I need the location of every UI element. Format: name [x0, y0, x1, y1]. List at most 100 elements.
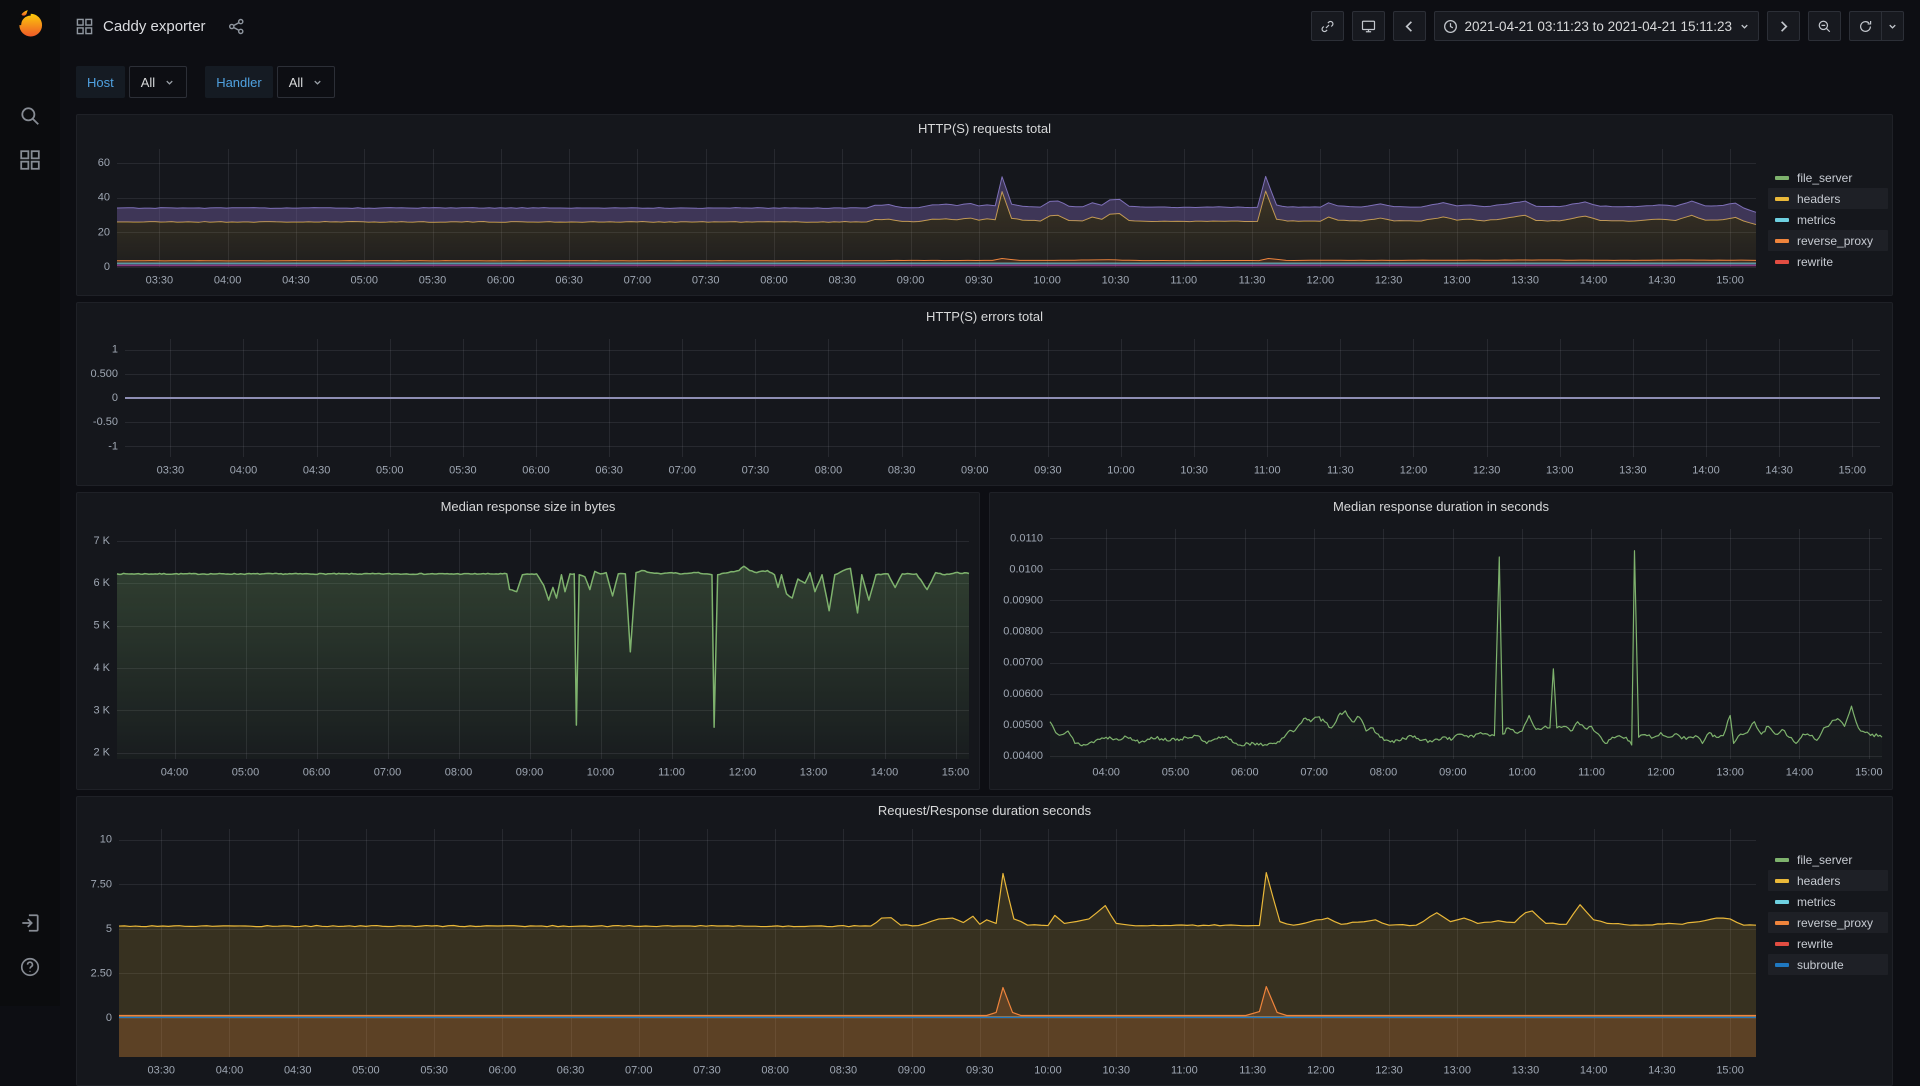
- chevron-down-icon: [312, 77, 323, 88]
- legend-item-subroute[interactable]: subroute: [1768, 954, 1888, 975]
- refresh-button[interactable]: [1849, 11, 1881, 41]
- legend-label: subroute: [1797, 958, 1844, 972]
- legend-swatch: [1775, 197, 1789, 201]
- legend-label: metrics: [1797, 895, 1836, 909]
- legend-item-metrics[interactable]: metrics: [1768, 209, 1888, 230]
- sign-in-button[interactable]: [19, 912, 41, 934]
- legend-label: reverse_proxy: [1797, 234, 1873, 248]
- chevron-left-icon: [1402, 19, 1417, 34]
- refresh-button-group: [1849, 11, 1904, 41]
- page-title: Caddy exporter: [103, 18, 206, 35]
- refresh-interval-dropdown[interactable]: [1881, 11, 1904, 41]
- sidebar: [0, 0, 60, 1006]
- share-dashboard-button[interactable]: [228, 18, 245, 35]
- chart-http-errors-total[interactable]: [77, 329, 1892, 485]
- panel-title[interactable]: Median response duration in seconds: [990, 493, 1892, 519]
- zoom-out-icon: [1817, 19, 1832, 34]
- panel-median-response-size: Median response size in bytes: [76, 492, 980, 790]
- help-button[interactable]: [19, 956, 41, 978]
- variable-host-value: All: [141, 75, 155, 90]
- grid-icon: [19, 149, 41, 171]
- sign-in-icon: [19, 912, 41, 934]
- grafana-logo[interactable]: [13, 6, 47, 40]
- search-button[interactable]: [19, 105, 41, 127]
- legend-item-headers[interactable]: headers: [1768, 188, 1888, 209]
- panel-body: [77, 329, 1892, 485]
- chart-median-response-duration[interactable]: [990, 519, 1892, 789]
- chevron-down-icon: [1887, 21, 1898, 32]
- legend-label: rewrite: [1797, 937, 1833, 951]
- search-icon: [19, 105, 41, 127]
- panel-median-response-duration: Median response duration in seconds: [989, 492, 1893, 790]
- legend-label: rewrite: [1797, 255, 1833, 269]
- legend-item-file_server[interactable]: file_server: [1768, 849, 1888, 870]
- chevron-down-icon: [1739, 21, 1750, 32]
- chart-median-response-size[interactable]: [77, 519, 979, 789]
- link-button[interactable]: [1311, 11, 1344, 41]
- variable-handler-value-dropdown[interactable]: All: [277, 66, 335, 98]
- legend-swatch: [1775, 921, 1789, 925]
- legend-label: headers: [1797, 874, 1840, 888]
- legend-swatch: [1775, 900, 1789, 904]
- time-range-back-button[interactable]: [1393, 11, 1426, 41]
- variable-handler: Handler All: [205, 66, 335, 98]
- legend-label: headers: [1797, 192, 1840, 206]
- variable-host-value-dropdown[interactable]: All: [129, 66, 187, 98]
- legend-swatch: [1775, 963, 1789, 967]
- navbar-actions: 2021-04-21 03:11:23 to 2021-04-21 15:11:…: [1311, 11, 1904, 41]
- legend-item-reverse_proxy[interactable]: reverse_proxy: [1768, 230, 1888, 251]
- variables-submenu: Host All Handler All: [76, 66, 335, 98]
- panel-title[interactable]: HTTP(S) errors total: [77, 303, 1892, 329]
- chart-http-requests-total[interactable]: [77, 141, 1764, 295]
- panel-title[interactable]: Median response size in bytes: [77, 493, 979, 519]
- legend-label: metrics: [1797, 213, 1836, 227]
- monitor-icon: [1361, 19, 1376, 34]
- clock-icon: [1443, 19, 1458, 34]
- chevron-down-icon: [164, 77, 175, 88]
- legend-label: file_server: [1797, 171, 1852, 185]
- dashboard-title-group[interactable]: Caddy exporter: [76, 18, 245, 35]
- legend-label: file_server: [1797, 853, 1852, 867]
- navbar: Caddy exporter: [60, 0, 1920, 52]
- legend-item-file_server[interactable]: file_server: [1768, 167, 1888, 188]
- legend-item-headers[interactable]: headers: [1768, 870, 1888, 891]
- legend-item-reverse_proxy[interactable]: reverse_proxy: [1768, 912, 1888, 933]
- legend-item-rewrite[interactable]: rewrite: [1768, 933, 1888, 954]
- legend-item-metrics[interactable]: metrics: [1768, 891, 1888, 912]
- chevron-right-icon: [1776, 19, 1791, 34]
- time-range-text: 2021-04-21 03:11:23 to 2021-04-21 15:11:…: [1465, 19, 1732, 34]
- legend-swatch: [1775, 879, 1789, 883]
- legend-swatch: [1775, 942, 1789, 946]
- variable-host-label[interactable]: Host: [76, 66, 125, 98]
- panel-title[interactable]: HTTP(S) requests total: [77, 115, 1892, 141]
- panel-body: [990, 519, 1892, 789]
- legend-swatch: [1775, 176, 1789, 180]
- help-icon: [19, 956, 41, 978]
- variable-handler-value: All: [289, 75, 303, 90]
- dashboards-button[interactable]: [19, 149, 41, 171]
- refresh-icon: [1858, 19, 1873, 34]
- dashboard-grid-icon: [76, 18, 93, 35]
- time-range-picker[interactable]: 2021-04-21 03:11:23 to 2021-04-21 15:11:…: [1434, 11, 1759, 41]
- cycle-view-mode-button[interactable]: [1352, 11, 1385, 41]
- legend-item-rewrite[interactable]: rewrite: [1768, 251, 1888, 272]
- variable-handler-label[interactable]: Handler: [205, 66, 273, 98]
- panel-http-errors-total: HTTP(S) errors total: [76, 302, 1893, 486]
- legend-label: reverse_proxy: [1797, 916, 1873, 930]
- legend-swatch: [1775, 239, 1789, 243]
- panel-request-response-duration: Request/Response duration seconds file_s…: [76, 796, 1893, 1086]
- panel-title[interactable]: Request/Response duration seconds: [77, 797, 1892, 823]
- legend-swatch: [1775, 858, 1789, 862]
- chart-request-response-duration[interactable]: [77, 823, 1764, 1085]
- panel-body: [77, 519, 979, 789]
- time-range-forward-button[interactable]: [1767, 11, 1800, 41]
- variable-host: Host All: [76, 66, 187, 98]
- legend-swatch: [1775, 260, 1789, 264]
- grafana-flame-icon: [13, 6, 47, 40]
- zoom-out-time-button[interactable]: [1808, 11, 1841, 41]
